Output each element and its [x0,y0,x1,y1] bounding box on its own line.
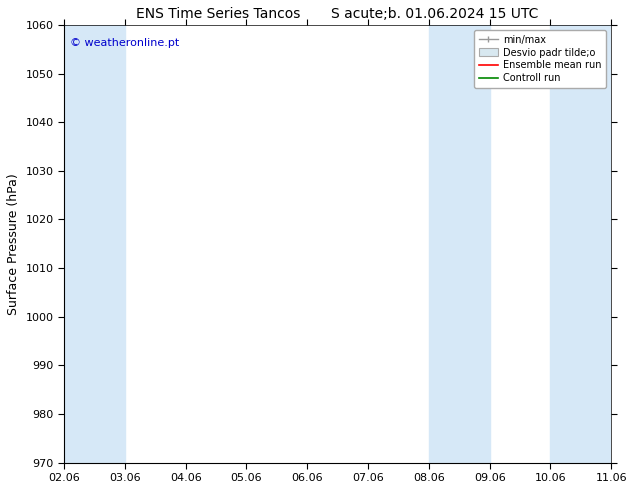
Bar [550,25,611,463]
Bar [64,25,125,463]
Legend: min/max, Desvio padr tilde;o, Ensemble mean run, Controll run: min/max, Desvio padr tilde;o, Ensemble m… [474,30,606,88]
Title: ENS Time Series Tancos       S acute;b. 01.06.2024 15 UTC: ENS Time Series Tancos S acute;b. 01.06.… [136,7,539,21]
Y-axis label: Surface Pressure (hPa): Surface Pressure (hPa) [7,173,20,315]
Bar [429,25,489,463]
Text: © weatheronline.pt: © weatheronline.pt [70,38,179,48]
